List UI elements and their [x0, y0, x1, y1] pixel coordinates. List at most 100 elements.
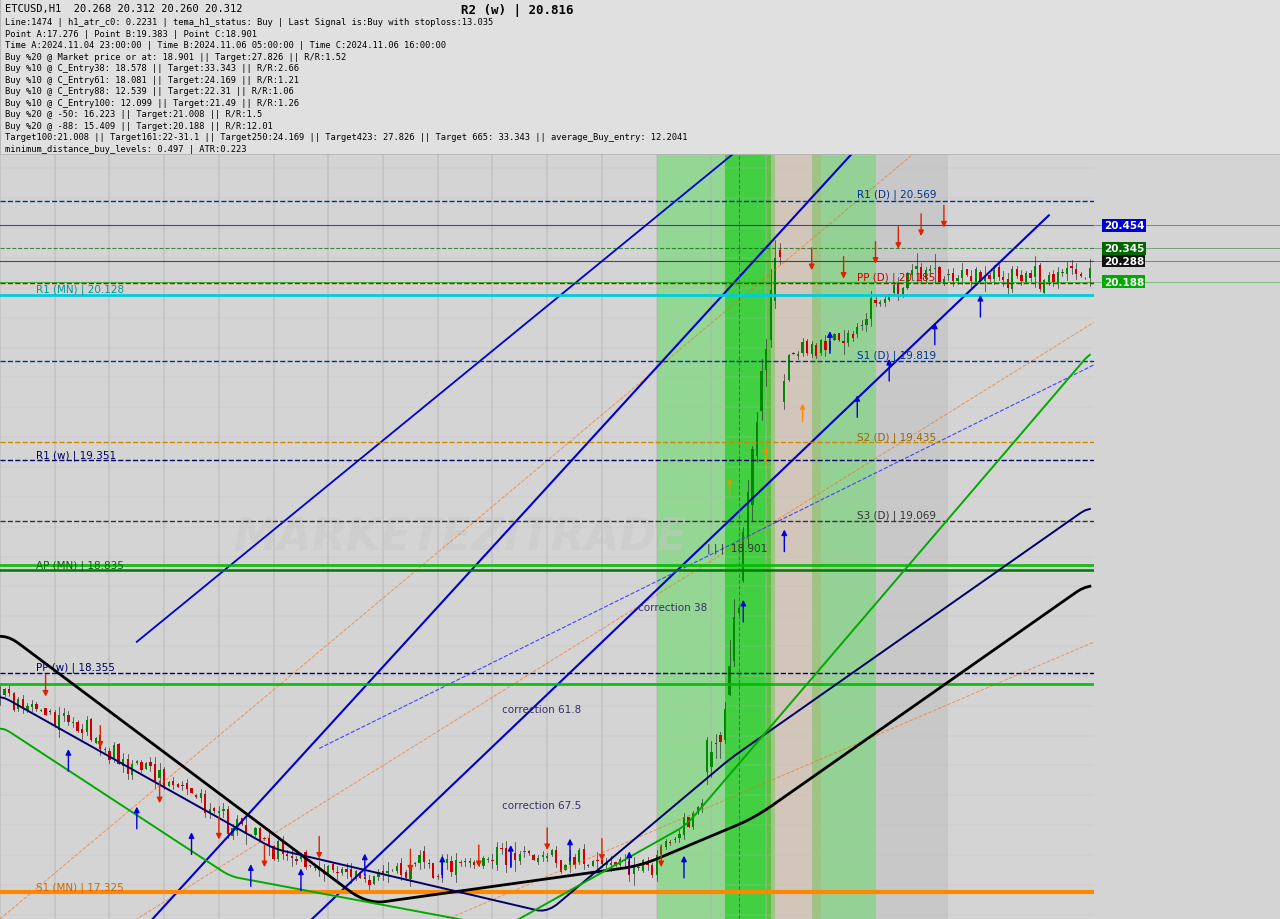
Bar [1034, 267, 1037, 278]
Bar [154, 765, 156, 781]
Bar [924, 271, 927, 280]
Text: Buy %10 @ C_Entry88: 12.539 || Target:22.31 || R/R:1.06: Buy %10 @ C_Entry88: 12.539 || Target:22… [5, 87, 294, 96]
Bar [355, 871, 357, 878]
Text: | | |  18.901: | | | 18.901 [707, 543, 767, 554]
Bar [669, 842, 672, 844]
Text: ETCUSD,H1  20.268 20.312 20.260 20.312: ETCUSD,H1 20.268 20.312 20.260 20.312 [5, 4, 243, 14]
Bar [568, 857, 571, 865]
Bar [401, 863, 402, 876]
Bar [177, 784, 179, 787]
Bar [660, 847, 662, 854]
Bar [404, 872, 407, 878]
Bar [45, 709, 47, 715]
Bar [451, 861, 453, 872]
Bar [860, 325, 863, 326]
Bar [965, 270, 968, 276]
Bar [778, 251, 781, 258]
Bar [506, 848, 507, 865]
Bar [652, 865, 653, 875]
Bar [273, 845, 275, 859]
Bar [282, 841, 284, 854]
Bar [1075, 270, 1078, 275]
Text: 20.188: 20.188 [1103, 278, 1144, 288]
Text: 20.288: 20.288 [1103, 256, 1144, 267]
Bar [1079, 275, 1082, 277]
Bar [746, 493, 749, 539]
Bar [259, 828, 261, 840]
Bar [815, 346, 818, 357]
Bar [1020, 276, 1023, 281]
Bar [364, 877, 366, 879]
Text: Point A:17.276 | Point B:19.383 | Point C:18.901: Point A:17.276 | Point B:19.383 | Point … [5, 29, 257, 39]
Bar [532, 855, 535, 860]
Bar [797, 354, 799, 357]
Bar [22, 699, 24, 709]
Bar [268, 838, 270, 845]
Bar [719, 735, 722, 743]
Bar [305, 853, 307, 867]
Bar [227, 810, 229, 834]
Bar [687, 818, 690, 827]
Text: R2 (w) | 20.816: R2 (w) | 20.816 [461, 4, 573, 17]
Bar [657, 154, 776, 919]
Bar [970, 277, 973, 282]
Bar [742, 532, 745, 582]
Bar [541, 855, 544, 857]
Text: 20.345: 20.345 [1103, 244, 1144, 255]
Bar [906, 274, 909, 289]
Bar [26, 706, 28, 709]
Bar [209, 809, 211, 812]
Bar [1043, 280, 1046, 293]
Bar [591, 860, 594, 867]
Bar [232, 828, 234, 836]
Text: Buy %10 @ C_Entry38: 18.578 || Target:33.343 || R/R:2.66: Buy %10 @ C_Entry38: 18.578 || Target:33… [5, 64, 300, 74]
Bar [236, 819, 238, 831]
Bar [195, 795, 197, 797]
Bar [947, 274, 950, 276]
Bar [1089, 268, 1091, 278]
Bar [360, 874, 361, 878]
Bar [442, 861, 443, 875]
Text: Target100:21.008 || Target161:22-31.1 || Target250:24.169 || Target423: 27.826 |: Target100:21.008 || Target161:22-31.1 ||… [5, 133, 687, 142]
Bar [31, 704, 33, 707]
Bar [988, 276, 991, 279]
Bar [474, 863, 475, 866]
Bar [454, 860, 457, 875]
Bar [396, 866, 398, 870]
Bar [838, 334, 840, 340]
Bar [381, 870, 384, 875]
Bar [218, 811, 220, 813]
Bar [806, 342, 808, 354]
Bar [792, 353, 795, 355]
Text: PP (D) | 20.185: PP (D) | 20.185 [858, 272, 936, 282]
Bar [573, 857, 576, 866]
Bar [4, 688, 5, 696]
Bar [874, 301, 877, 304]
Bar [204, 794, 206, 813]
Bar [856, 327, 859, 335]
Bar [1061, 273, 1064, 274]
Bar [1047, 276, 1050, 283]
Bar [956, 279, 959, 282]
Bar [876, 154, 948, 919]
Bar [938, 267, 941, 282]
Bar [433, 863, 434, 878]
Bar [641, 860, 644, 871]
Text: Time A:2024.11.04 23:00:00 | Time B:2024.11.06 05:00:00 | Time C:2024.11.06 16:0: Time A:2024.11.04 23:00:00 | Time B:2024… [5, 41, 447, 51]
Bar [755, 423, 758, 457]
Bar [819, 341, 822, 354]
Bar [241, 818, 243, 824]
Bar [984, 277, 986, 282]
Bar [145, 763, 147, 769]
Bar [879, 303, 881, 305]
Bar [765, 154, 820, 919]
Bar [413, 863, 416, 865]
Bar [58, 715, 60, 730]
Bar [692, 813, 694, 827]
Bar [150, 763, 151, 766]
Bar [168, 782, 170, 786]
Bar [349, 868, 352, 877]
Bar [728, 666, 731, 696]
Bar [214, 809, 215, 811]
Bar [1070, 267, 1073, 269]
